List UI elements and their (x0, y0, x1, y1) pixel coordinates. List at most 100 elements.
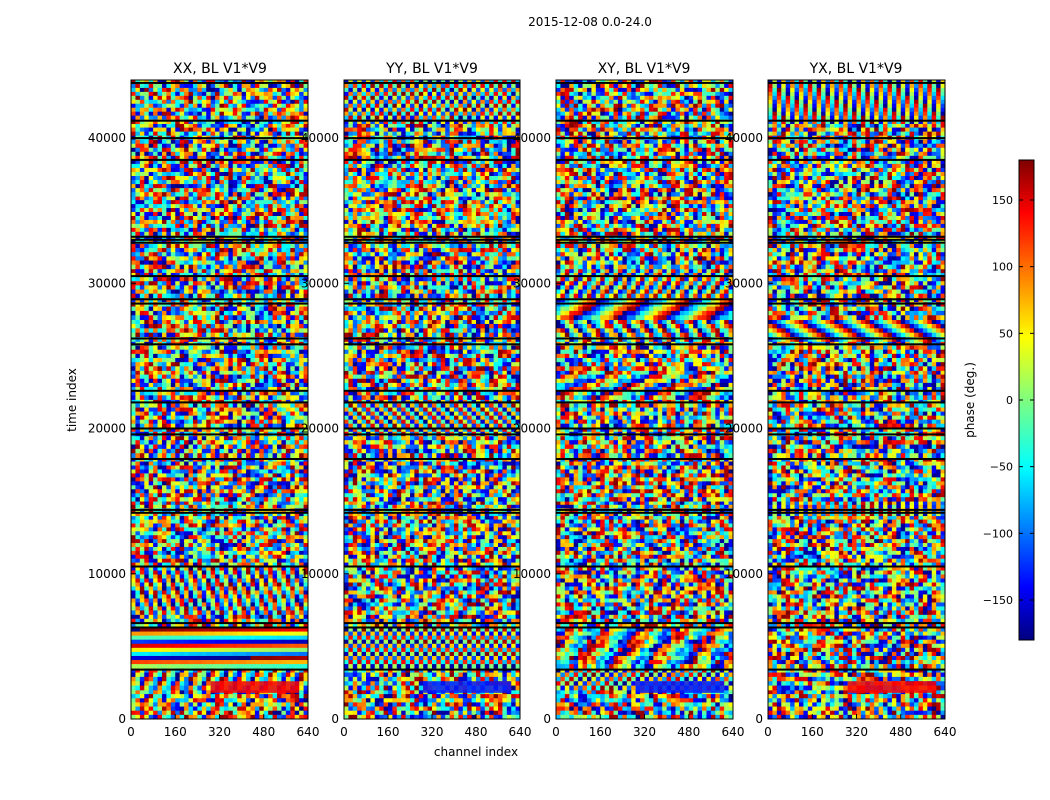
phase-cell (273, 652, 278, 656)
phase-cell (220, 582, 225, 586)
phase-cell (171, 640, 176, 644)
phase-cell (197, 698, 202, 703)
phase-cell (206, 582, 211, 586)
phase-cell (149, 524, 154, 528)
phase-cell (228, 694, 233, 699)
phase-cell (277, 527, 282, 531)
phase-cell (264, 656, 269, 660)
phase-cell (149, 644, 154, 648)
phase-cell (277, 575, 282, 579)
phase-cell (206, 520, 211, 524)
phase-cell (189, 598, 194, 602)
phase-cell (135, 656, 140, 660)
phase-cell (299, 632, 304, 636)
phase-cell (299, 677, 304, 682)
phase-cell (153, 606, 158, 610)
phase-cell (135, 610, 140, 614)
phase-cell (264, 636, 269, 640)
phase-cell (273, 594, 278, 598)
phase-cell (228, 648, 233, 652)
phase-cell (144, 673, 149, 678)
phase-cell (290, 598, 295, 602)
phase-cell (166, 664, 171, 668)
phase-cell (273, 711, 278, 716)
phase-cell (220, 524, 225, 528)
phase-cell (135, 586, 140, 590)
phase-cell (264, 660, 269, 664)
phase-cell (158, 575, 163, 579)
phase-cell (299, 664, 304, 668)
phase-cell (299, 598, 304, 602)
phase-cell (144, 578, 149, 582)
phase-cell (228, 610, 233, 614)
phase-cell (171, 673, 176, 678)
phase-cell (295, 648, 300, 652)
phase-cell (215, 632, 220, 636)
phase-cell (202, 582, 207, 586)
phase-cell (162, 602, 167, 606)
phase-cell (268, 707, 273, 712)
phase-cell (202, 644, 207, 648)
phase-cell (220, 586, 225, 590)
phase-cell (135, 527, 140, 531)
phase-cell (290, 578, 295, 582)
phase-cell (149, 648, 154, 652)
phase-cell (286, 652, 291, 656)
phase-cell (286, 524, 291, 528)
phase-cell (277, 578, 282, 582)
phase-cell (281, 610, 286, 614)
phase-cell (224, 636, 229, 640)
phase-cell (255, 598, 260, 602)
phase-cell (140, 707, 145, 712)
phase-cell (193, 598, 198, 602)
phase-cell (158, 571, 163, 575)
phase-cell (206, 648, 211, 652)
phase-cell (259, 578, 264, 582)
phase-cell (295, 677, 300, 682)
phase-cell (246, 594, 251, 598)
phase-cell (206, 673, 211, 678)
phase-cell (286, 614, 291, 619)
phase-cell (259, 640, 264, 644)
phase-cell (268, 652, 273, 656)
phase-cell (286, 711, 291, 716)
phase-cell (228, 660, 233, 664)
phase-cell (215, 694, 220, 699)
phase-cell (242, 652, 247, 656)
phase-cell (189, 707, 194, 712)
phase-cell (166, 681, 171, 686)
phase-cell (281, 664, 286, 668)
phase-cell (233, 571, 238, 575)
phase-cell (202, 575, 207, 579)
phase-cell (140, 516, 145, 520)
phase-cell (224, 571, 229, 575)
phase-cell (153, 702, 158, 707)
phase-cell (299, 656, 304, 660)
phase-cell (135, 594, 140, 598)
phase-cell (246, 520, 251, 524)
phase-cell (277, 582, 282, 586)
phase-cell (202, 594, 207, 598)
phase-cell (131, 698, 136, 703)
phase-cell (184, 648, 189, 652)
phase-cell (206, 711, 211, 716)
phase-cell (233, 636, 238, 640)
phase-cell (220, 660, 225, 664)
phase-cell (250, 677, 255, 682)
phase-cell (246, 640, 251, 644)
phase-cell (135, 598, 140, 602)
phase-cell (135, 652, 140, 656)
phase-cell (140, 640, 145, 644)
phase-cell (295, 602, 300, 606)
phase-cell (246, 527, 251, 531)
phase-cell (166, 707, 171, 712)
phase-cell (189, 636, 194, 640)
phase-cell (211, 694, 216, 699)
phase-cell (140, 578, 145, 582)
phase-cell (250, 594, 255, 598)
phase-cell (220, 610, 225, 614)
phase-cell (228, 711, 233, 716)
phase-cell (290, 673, 295, 678)
phase-cell (277, 698, 282, 703)
phase-cell (286, 516, 291, 520)
